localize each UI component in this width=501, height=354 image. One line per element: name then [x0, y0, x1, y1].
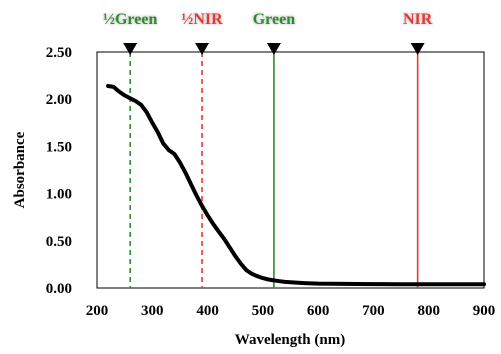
y-tick-label: 2.00	[46, 92, 72, 108]
x-axis-title: Wavelength (nm)	[235, 332, 345, 348]
marker-triangle	[123, 43, 138, 55]
marker-label: ½NIR	[181, 11, 223, 28]
marker-label: NIR	[403, 11, 433, 28]
y-tick-label: 1.50	[46, 139, 72, 155]
marker-lines: ½Green ½NIR Green NIR	[103, 11, 433, 288]
marker-label: Green	[253, 11, 295, 28]
absorbance-series-line	[106, 84, 486, 287]
marker-label: ½Green	[103, 11, 157, 28]
x-tick-label: 500	[252, 303, 275, 319]
plot-area	[96, 51, 485, 289]
x-tick-label: 600	[307, 303, 330, 319]
x-tick-label: 900	[473, 303, 496, 319]
x-tick-label: 300	[141, 303, 164, 319]
marker-triangle	[266, 43, 281, 55]
x-tick-label: 200	[86, 303, 109, 319]
y-tick-label: 0.00	[46, 281, 72, 297]
y-tick-label: 1.00	[46, 187, 72, 203]
x-tick-label: 700	[362, 303, 385, 319]
marker-triangle	[195, 43, 210, 55]
x-tick-label: 400	[196, 303, 219, 319]
y-axis-title: Absorbance	[12, 131, 28, 208]
y-tick-label: 2.50	[46, 45, 72, 61]
marker-triangle	[410, 43, 425, 55]
y-axis-ticks: 0.00 0.50 1.00 1.50 2.00 2.50	[46, 45, 72, 297]
x-tick-label: 800	[417, 303, 440, 319]
x-axis-ticks: 200 300 400 500 600 700 800 900	[86, 303, 496, 319]
y-tick-label: 0.50	[46, 234, 72, 250]
